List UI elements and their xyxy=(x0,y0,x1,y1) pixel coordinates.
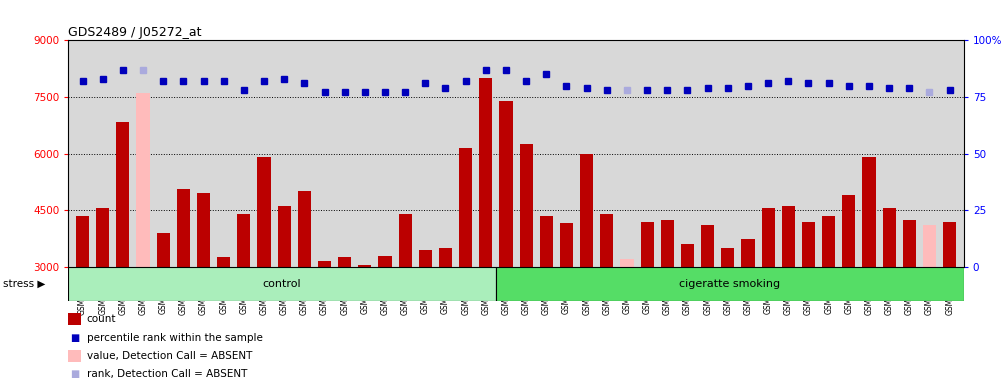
Bar xyxy=(298,191,311,267)
Bar xyxy=(741,238,754,267)
Bar xyxy=(580,154,594,267)
Bar xyxy=(318,261,331,267)
Bar xyxy=(520,144,533,267)
Text: ■: ■ xyxy=(70,369,79,379)
Bar xyxy=(197,193,210,267)
Bar xyxy=(802,222,815,267)
Bar xyxy=(681,244,694,267)
Bar xyxy=(943,222,956,267)
Bar xyxy=(496,267,964,301)
Text: count: count xyxy=(87,314,116,324)
Bar xyxy=(398,214,411,267)
Text: control: control xyxy=(263,279,302,289)
Bar xyxy=(237,214,250,267)
Bar xyxy=(258,157,271,267)
Bar xyxy=(641,222,654,267)
Text: stress ▶: stress ▶ xyxy=(3,279,45,289)
Bar xyxy=(540,216,553,267)
Bar xyxy=(378,256,391,267)
Text: rank, Detection Call = ABSENT: rank, Detection Call = ABSENT xyxy=(87,369,246,379)
Bar xyxy=(157,233,170,267)
Bar xyxy=(479,78,492,267)
Bar xyxy=(358,265,371,267)
Bar xyxy=(338,257,351,267)
Bar xyxy=(76,216,90,267)
Bar xyxy=(923,225,936,267)
Bar xyxy=(782,207,795,267)
Bar xyxy=(499,101,512,267)
Bar xyxy=(68,267,496,301)
Bar xyxy=(418,250,432,267)
Bar xyxy=(439,248,452,267)
Bar xyxy=(278,207,291,267)
Bar xyxy=(701,225,714,267)
Bar xyxy=(97,209,110,267)
Bar xyxy=(842,195,855,267)
Text: cigeratte smoking: cigeratte smoking xyxy=(679,279,781,289)
Bar xyxy=(721,248,734,267)
Text: percentile rank within the sample: percentile rank within the sample xyxy=(87,333,263,343)
Text: value, Detection Call = ABSENT: value, Detection Call = ABSENT xyxy=(87,351,252,361)
Bar xyxy=(601,214,614,267)
Bar xyxy=(822,216,835,267)
Text: GDS2489 / J05272_at: GDS2489 / J05272_at xyxy=(67,26,201,39)
Bar xyxy=(117,121,130,267)
Bar xyxy=(137,93,150,267)
Bar xyxy=(177,189,190,267)
Bar xyxy=(560,223,573,267)
Bar xyxy=(459,148,472,267)
Text: ■: ■ xyxy=(70,333,79,343)
Bar xyxy=(661,220,674,267)
Bar xyxy=(217,257,230,267)
Bar xyxy=(762,209,775,267)
Bar xyxy=(862,157,875,267)
Bar xyxy=(902,220,915,267)
Bar xyxy=(621,259,634,267)
Bar xyxy=(882,209,895,267)
